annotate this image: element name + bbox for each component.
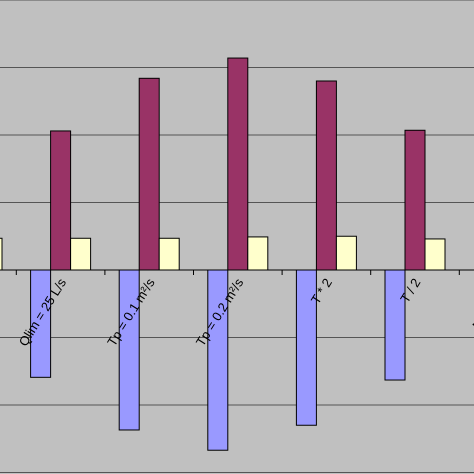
bar [0, 237, 3, 271]
bar [50, 130, 72, 271]
bar [404, 129, 426, 271]
bar [138, 77, 160, 271]
bar [70, 237, 92, 271]
bar [158, 237, 180, 271]
x-tick-label: No Latera [469, 275, 474, 332]
bar [384, 269, 406, 381]
bar [227, 57, 249, 271]
bar [315, 80, 337, 271]
bar [335, 235, 357, 271]
bar [247, 236, 269, 271]
bar [424, 238, 446, 271]
